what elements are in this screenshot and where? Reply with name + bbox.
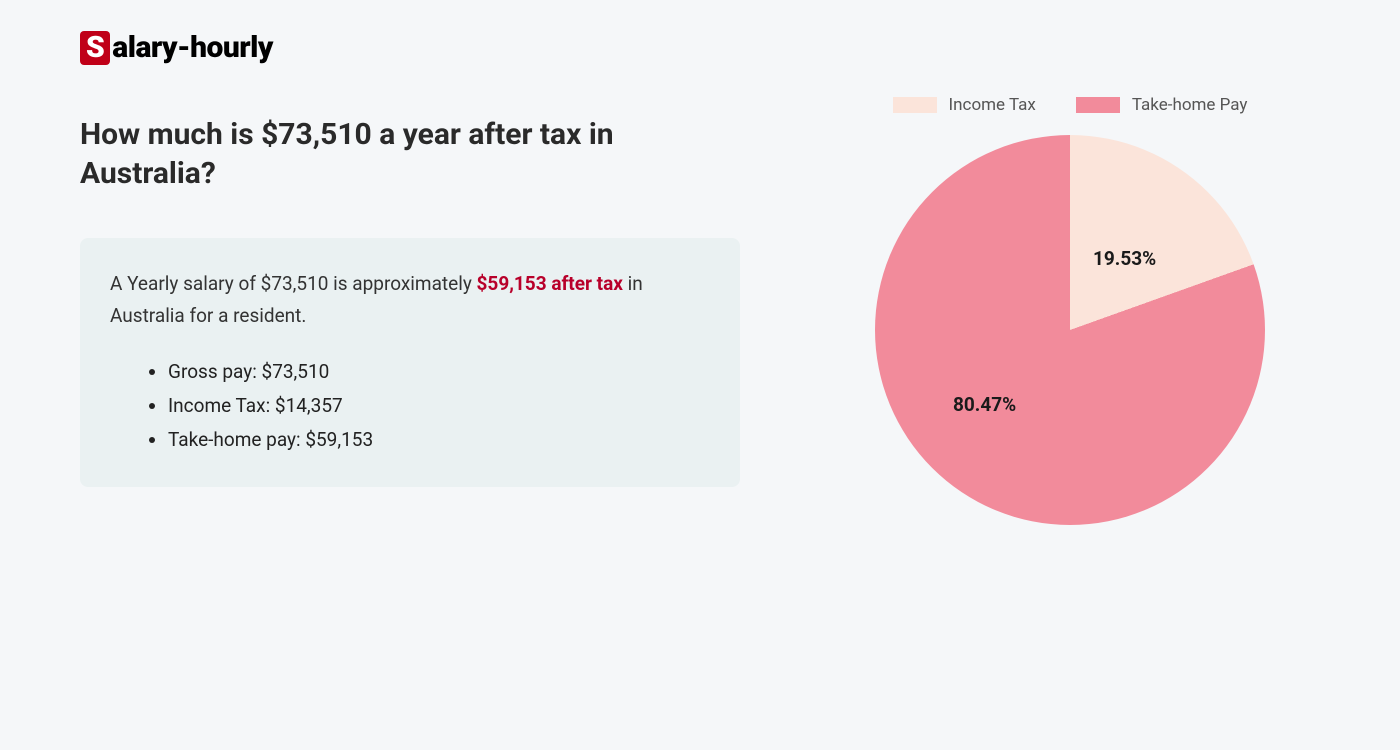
pie-label-income-tax: 19.53% <box>1093 247 1156 270</box>
legend-label: Income Tax <box>949 95 1036 115</box>
logo-text: alary-hourly <box>112 30 273 65</box>
pie-label-take-home: 80.47% <box>953 393 1016 416</box>
list-item: Take-home pay: $59,153 <box>168 423 710 457</box>
list-item: Gross pay: $73,510 <box>168 355 710 389</box>
main-content: How much is $73,510 a year after tax in … <box>80 115 1320 525</box>
left-column: How much is $73,510 a year after tax in … <box>80 115 740 487</box>
summary-highlight: $59,153 after tax <box>477 272 623 295</box>
summary-list: Gross pay: $73,510 Income Tax: $14,357 T… <box>110 355 710 458</box>
legend-swatch <box>893 97 937 113</box>
pie-chart: 19.53% 80.47% <box>875 135 1265 525</box>
right-column: Income Tax Take-home Pay 19.53% 80.47% <box>820 95 1320 525</box>
legend-item-income-tax: Income Tax <box>893 95 1036 115</box>
legend-label: Take-home Pay <box>1132 95 1248 115</box>
summary-box: A Yearly salary of $73,510 is approximat… <box>80 238 740 487</box>
pie-graphic <box>875 135 1265 525</box>
logo-badge: S <box>80 31 110 65</box>
summary-text-before: A Yearly salary of $73,510 is approximat… <box>110 272 477 295</box>
page-title: How much is $73,510 a year after tax in … <box>80 115 740 193</box>
site-logo: Salary-hourly <box>80 30 1320 65</box>
legend-swatch <box>1076 97 1120 113</box>
legend-item-take-home: Take-home Pay <box>1076 95 1248 115</box>
summary-paragraph: A Yearly salary of $73,510 is approximat… <box>110 268 710 333</box>
list-item: Income Tax: $14,357 <box>168 389 710 423</box>
chart-legend: Income Tax Take-home Pay <box>893 95 1248 115</box>
